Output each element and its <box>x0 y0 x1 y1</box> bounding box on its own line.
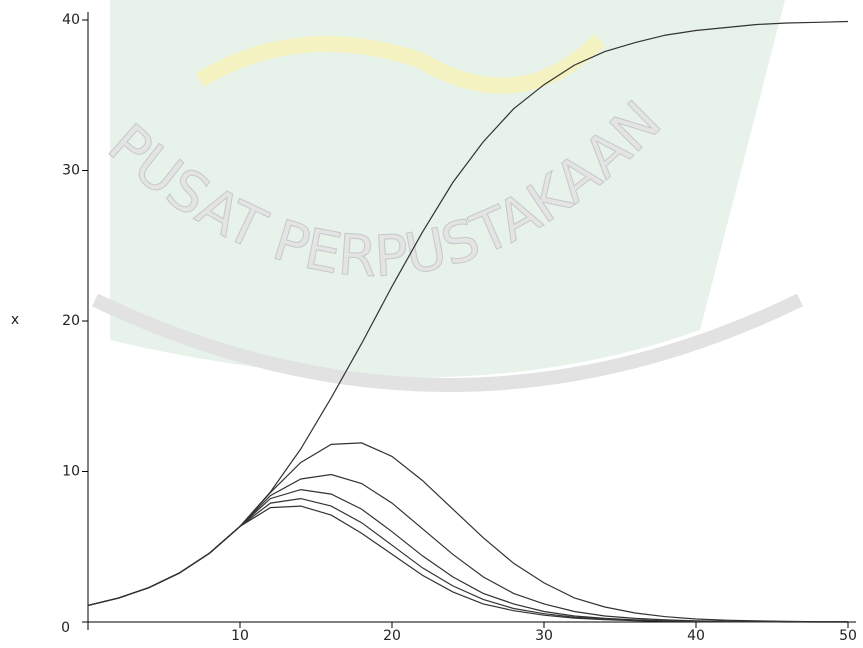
watermark-script <box>195 34 606 94</box>
x-tick-label: 30 <box>535 628 553 644</box>
y-tick-label: 30 <box>62 163 80 179</box>
x-tick-label: 50 <box>839 628 857 644</box>
y-tick-label: 0 <box>61 620 70 636</box>
series-line <box>87 497 848 623</box>
y-axis-label: x <box>11 312 19 328</box>
y-tick-label: 20 <box>62 313 80 329</box>
x-tick-label: 20 <box>383 628 401 644</box>
y-tick-label: 10 <box>62 464 80 480</box>
series-line <box>87 505 848 623</box>
x-tick-label: 40 <box>687 628 705 644</box>
series-line <box>87 473 848 623</box>
plot-area: 0 10 20 30 40 10 20 30 40 50 <box>61 12 857 644</box>
series-line <box>87 488 849 623</box>
watermark-arc <box>91 293 804 392</box>
watermark-shield <box>110 0 785 378</box>
watermark-emblem: PUSAT PERPUSTAKAAN <box>91 0 804 392</box>
series-line <box>87 442 849 623</box>
y-tick-label: 40 <box>62 12 80 28</box>
x-tick-label: 10 <box>231 628 249 644</box>
